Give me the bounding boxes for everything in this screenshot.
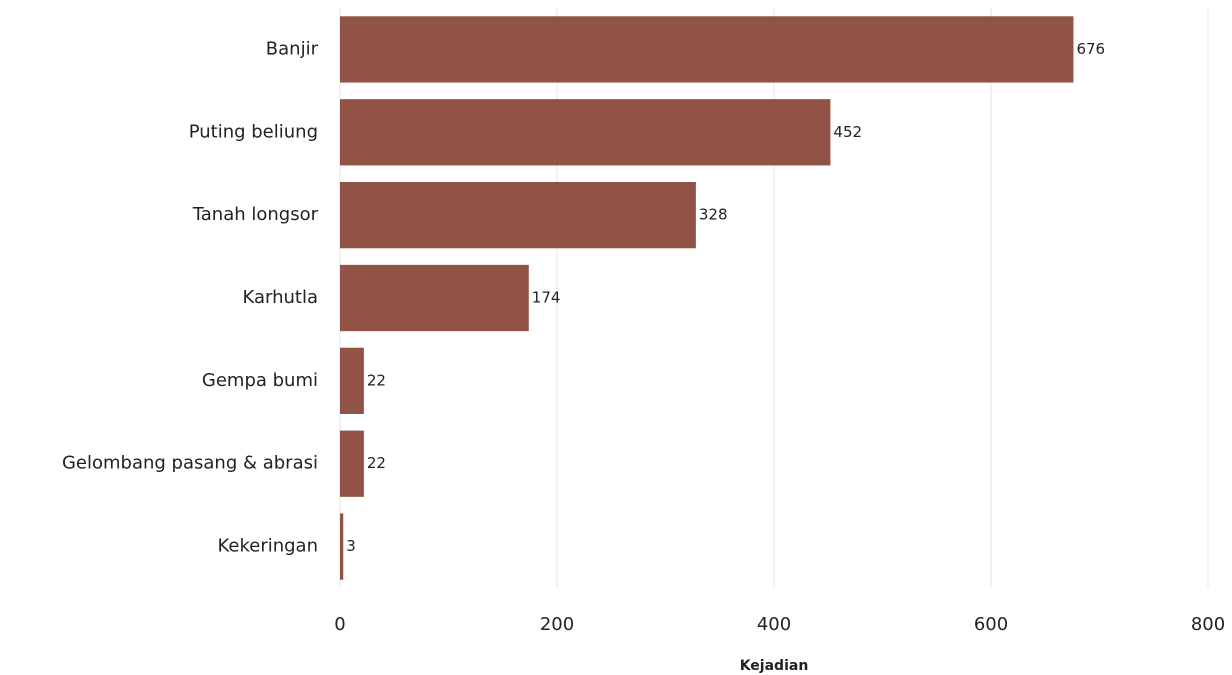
x-tick-label: 0: [334, 614, 345, 635]
category-label: Puting beliung: [189, 121, 318, 142]
bar: [340, 513, 344, 580]
data-label: 452: [833, 123, 862, 141]
bar: [340, 347, 364, 414]
x-tick-label: 600: [974, 614, 1008, 635]
category-labels: Banjir Puting beliung Tanah longsor Karhutl…: [62, 38, 319, 556]
data-label: 3: [346, 537, 356, 555]
data-label: 676: [1076, 40, 1105, 58]
category-label: Kekeringan: [217, 536, 318, 557]
data-labels: 676 452 328 174 22 22 3: [346, 40, 1105, 555]
x-tick-label: 400: [757, 614, 791, 635]
category-label: Tanah longsor: [192, 204, 319, 225]
x-axis-title: Kejadian: [740, 658, 809, 674]
data-label: 328: [699, 206, 728, 224]
bar: [340, 16, 1074, 83]
category-label: Gelombang pasang & abrasi: [62, 453, 318, 474]
category-label: Gempa bumi: [202, 370, 318, 391]
bar: [340, 264, 529, 332]
x-tick-label: 800: [1191, 614, 1225, 635]
bar: [340, 99, 831, 166]
data-label: 22: [367, 454, 386, 472]
data-label: 22: [367, 371, 386, 389]
bars: [340, 16, 1074, 580]
category-label: Banjir: [266, 38, 319, 59]
data-label: 174: [532, 289, 561, 307]
x-tick-labels: 0 200 400 600 800: [334, 614, 1225, 635]
bar: [340, 182, 696, 249]
bar: [340, 430, 364, 497]
x-tick-label: 200: [540, 614, 574, 635]
category-label: Karhutla: [242, 287, 318, 308]
